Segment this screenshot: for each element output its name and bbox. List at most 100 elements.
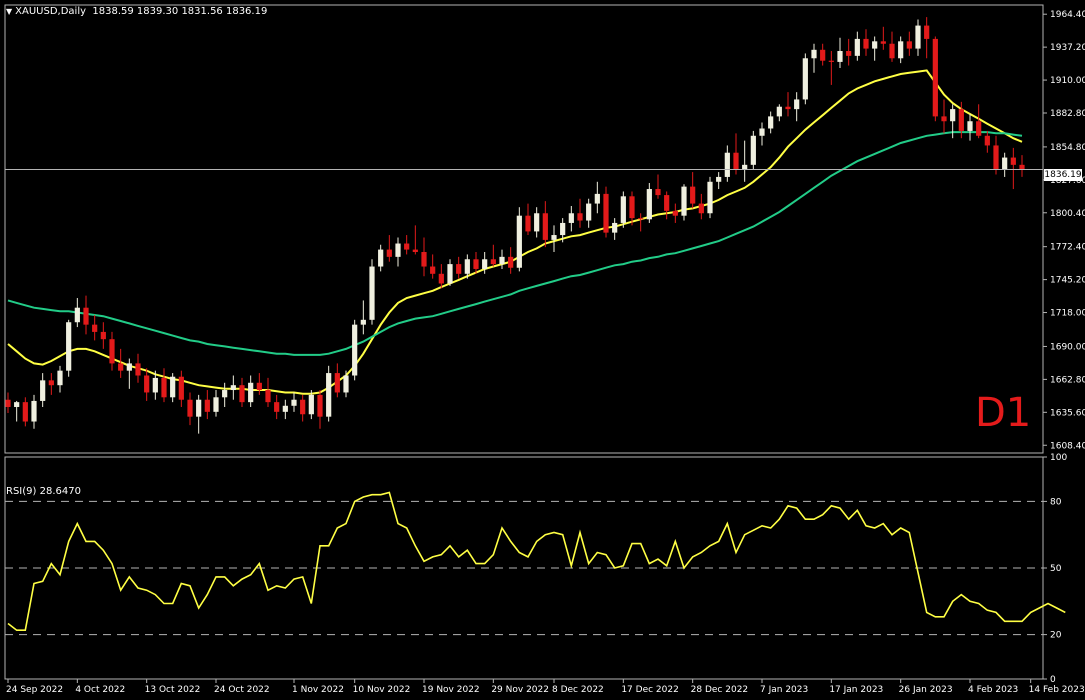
candle-bear	[300, 399, 306, 415]
candle-bear	[733, 152, 739, 170]
candle-bull	[551, 235, 557, 240]
candle-bull	[802, 58, 808, 100]
dropdown-arrow-icon[interactable]: ▼	[6, 7, 13, 16]
rsi-tick-label: 100	[1050, 453, 1067, 463]
candle-bull	[594, 193, 600, 204]
candle-bear	[456, 264, 462, 274]
candle-bull	[14, 402, 20, 407]
candle-bull	[854, 38, 860, 56]
candle-bull	[681, 186, 687, 216]
candle-bear	[655, 189, 661, 196]
candles-group	[5, 17, 1025, 434]
candle-bull	[66, 322, 72, 371]
candle-bear	[430, 266, 436, 274]
candle-bear	[317, 394, 323, 417]
candle-bear	[941, 116, 947, 122]
candle-bear	[820, 49, 826, 61]
candle-bull	[291, 399, 297, 406]
candle-bull	[343, 375, 349, 393]
price-tick-label: 1745.20	[1050, 276, 1085, 286]
rsi-tick-label: 50	[1050, 564, 1062, 574]
current-price-tag: 1836.19	[1044, 169, 1082, 181]
candle-bull	[516, 215, 522, 268]
candle-bull	[360, 319, 366, 325]
candle-bull	[282, 405, 288, 412]
candle-bear	[924, 25, 930, 39]
x-tick-label: 1 Nov 2022	[292, 685, 344, 695]
candle-bull	[898, 41, 904, 59]
x-tick-label: 24 Sep 2022	[6, 685, 63, 695]
candle-bear	[83, 307, 89, 325]
candle-bull	[872, 41, 878, 49]
candle-bear	[438, 273, 444, 284]
candle-bear	[187, 399, 193, 417]
symbol-label: XAUUSD,Daily	[15, 6, 87, 17]
candle-bear	[421, 252, 427, 267]
price-tick-label: 1937.20	[1050, 43, 1085, 53]
candle-bear	[109, 339, 115, 364]
rsi-tick-label: 20	[1050, 631, 1062, 641]
price-tick-label: 1772.40	[1050, 243, 1085, 253]
candle-bear	[672, 210, 678, 216]
candle-bear	[5, 399, 11, 407]
candle-bull	[196, 399, 202, 417]
candle-bull	[222, 390, 228, 398]
candle-bear	[846, 51, 852, 56]
price-tick-label: 1800.40	[1050, 209, 1085, 219]
x-tick-label: 24 Oct 2022	[214, 685, 270, 695]
candle-bull	[40, 380, 46, 401]
candle-bull	[1002, 157, 1008, 170]
candle-bear	[22, 402, 28, 422]
candle-bear	[698, 203, 704, 214]
price-tick-label: 1690.00	[1050, 342, 1085, 352]
timeframe-label: D1	[975, 390, 1032, 436]
candle-bull	[742, 164, 748, 170]
candle-bear	[135, 363, 141, 376]
candle-bear	[577, 213, 583, 221]
ma-slow-line	[7, 131, 1023, 356]
candle-bear	[48, 380, 54, 386]
candle-bear	[993, 145, 999, 170]
candle-bull	[57, 370, 63, 386]
candle-bear	[239, 385, 245, 403]
candle-bull	[707, 181, 713, 214]
candle-bull	[395, 243, 401, 257]
candle-bear	[889, 43, 895, 59]
candle-bear	[204, 399, 210, 412]
candle-bear	[976, 121, 982, 136]
x-tick-label: 8 Dec 2022	[552, 685, 604, 695]
candle-bear	[785, 106, 791, 110]
candle-bull	[230, 385, 236, 391]
candle-bull	[369, 266, 375, 320]
candle-bull	[74, 307, 80, 323]
candle-bear	[386, 249, 392, 257]
candle-bull	[776, 106, 782, 117]
price-panel-frame	[4, 4, 1044, 454]
candle-bear	[1010, 157, 1016, 165]
x-tick-label: 4 Oct 2022	[75, 685, 125, 695]
candle-bear	[1019, 164, 1025, 170]
candle-bull	[31, 400, 37, 422]
ma-fast-line	[7, 69, 1023, 395]
candle-bull	[750, 135, 756, 165]
candle-bull	[534, 213, 540, 232]
candle-bull	[716, 176, 722, 182]
rsi-line	[7, 491, 1066, 632]
x-tick-label: 17 Dec 2022	[621, 685, 679, 695]
candle-bull	[464, 259, 470, 274]
candle-bull	[646, 189, 652, 220]
x-tick-label: 4 Feb 2023	[968, 685, 1018, 695]
candle-bear	[334, 373, 340, 393]
candle-bull	[308, 394, 314, 415]
candle-bull	[126, 363, 132, 371]
price-tick-label: 1882.80	[1050, 109, 1085, 119]
candle-bull	[620, 196, 626, 223]
candle-bear	[144, 375, 150, 393]
x-tick-label: 13 Oct 2022	[145, 685, 201, 695]
candle-bear	[958, 109, 964, 131]
rsi-tick-label: 80	[1050, 497, 1062, 507]
candle-bear	[473, 259, 479, 269]
candle-bear	[274, 402, 280, 412]
candle-bull	[482, 259, 488, 269]
